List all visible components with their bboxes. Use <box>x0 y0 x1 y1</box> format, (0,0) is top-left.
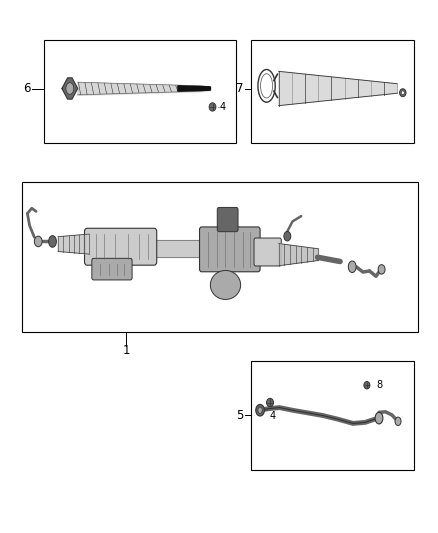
Ellipse shape <box>401 91 404 94</box>
Ellipse shape <box>34 236 42 247</box>
Ellipse shape <box>267 398 273 407</box>
Text: 1: 1 <box>122 344 130 358</box>
Bar <box>22 182 418 333</box>
Ellipse shape <box>378 265 385 274</box>
Ellipse shape <box>395 417 401 425</box>
Polygon shape <box>58 234 89 254</box>
FancyBboxPatch shape <box>92 259 132 280</box>
Ellipse shape <box>49 236 57 247</box>
FancyBboxPatch shape <box>200 227 260 272</box>
Text: 4: 4 <box>269 411 275 421</box>
Polygon shape <box>178 86 210 91</box>
Ellipse shape <box>210 270 240 300</box>
Ellipse shape <box>209 103 216 111</box>
Text: 6: 6 <box>23 82 30 95</box>
Ellipse shape <box>375 413 383 424</box>
Polygon shape <box>279 71 397 106</box>
Polygon shape <box>154 240 206 257</box>
Ellipse shape <box>399 89 406 96</box>
Text: 5: 5 <box>236 409 244 422</box>
Text: 4: 4 <box>219 102 226 112</box>
Bar <box>44 39 236 142</box>
FancyBboxPatch shape <box>254 238 281 266</box>
Ellipse shape <box>284 231 291 241</box>
Ellipse shape <box>348 261 356 272</box>
Ellipse shape <box>258 407 262 414</box>
Polygon shape <box>62 78 78 99</box>
Polygon shape <box>279 244 318 266</box>
FancyBboxPatch shape <box>85 228 157 265</box>
Ellipse shape <box>364 382 370 389</box>
Ellipse shape <box>261 74 272 98</box>
Ellipse shape <box>256 405 265 416</box>
Bar <box>251 39 413 142</box>
FancyBboxPatch shape <box>217 207 238 232</box>
Text: 8: 8 <box>376 380 382 390</box>
Text: 7: 7 <box>236 82 244 95</box>
Ellipse shape <box>66 83 74 94</box>
Bar <box>251 361 413 470</box>
